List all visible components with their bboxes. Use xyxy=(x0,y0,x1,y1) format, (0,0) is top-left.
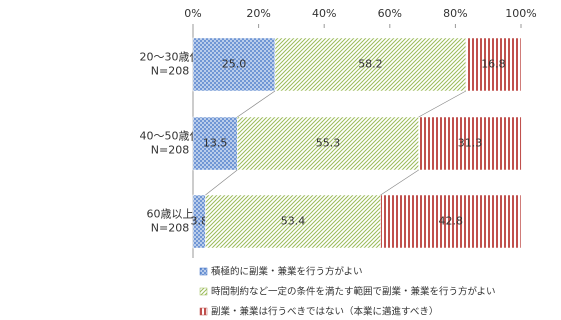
bar-segment xyxy=(418,116,522,171)
value-label: 16.8 xyxy=(481,58,506,71)
connector-line xyxy=(205,169,238,196)
legend-swatch xyxy=(199,307,208,316)
category-label: N=208 xyxy=(151,144,189,157)
value-label: 13.5 xyxy=(203,137,228,150)
value-label: 31.3 xyxy=(458,137,483,150)
connector-line xyxy=(380,169,419,196)
value-label: 53.4 xyxy=(281,215,306,228)
x-tick-label: 80% xyxy=(443,7,467,20)
category-label: N=208 xyxy=(151,222,189,235)
legend-swatch xyxy=(199,287,208,296)
category-label: 20～30歳代 xyxy=(140,51,201,64)
connector-line xyxy=(237,90,276,118)
x-tick-label: 0% xyxy=(184,7,201,20)
legend-label: 副業・兼業は行うべきではない（本業に邁進すべき） xyxy=(211,306,438,318)
bar-segment xyxy=(237,116,419,171)
value-label: 25.0 xyxy=(222,58,247,71)
bar-segment xyxy=(192,37,276,92)
x-tick-label: 60% xyxy=(378,7,402,20)
value-label: 3.8 xyxy=(190,215,208,228)
category-label: 60歳以上 xyxy=(147,208,194,221)
value-label: 58.2 xyxy=(358,58,383,71)
legend-label: 積極的に副業・兼業を行う方がよい xyxy=(211,266,363,278)
bar-segment xyxy=(205,194,381,249)
legend-swatch xyxy=(199,267,208,276)
category-label: 40～50歳代 xyxy=(140,130,201,143)
category-label: N=208 xyxy=(151,65,189,78)
bar-segment xyxy=(192,116,238,171)
connector-line xyxy=(418,90,467,118)
x-tick-label: 20% xyxy=(246,7,270,20)
bar-segment xyxy=(465,37,522,92)
bar-segment xyxy=(380,194,522,249)
x-tick-label: 40% xyxy=(312,7,336,20)
legend-label: 時間制約など一定の条件を満たす範囲で副業・兼業を行う方がよい xyxy=(211,286,496,298)
x-tick-label: 100% xyxy=(505,7,536,20)
bar-segment xyxy=(274,37,467,92)
value-label: 55.3 xyxy=(316,137,341,150)
value-label: 42.8 xyxy=(439,215,464,228)
